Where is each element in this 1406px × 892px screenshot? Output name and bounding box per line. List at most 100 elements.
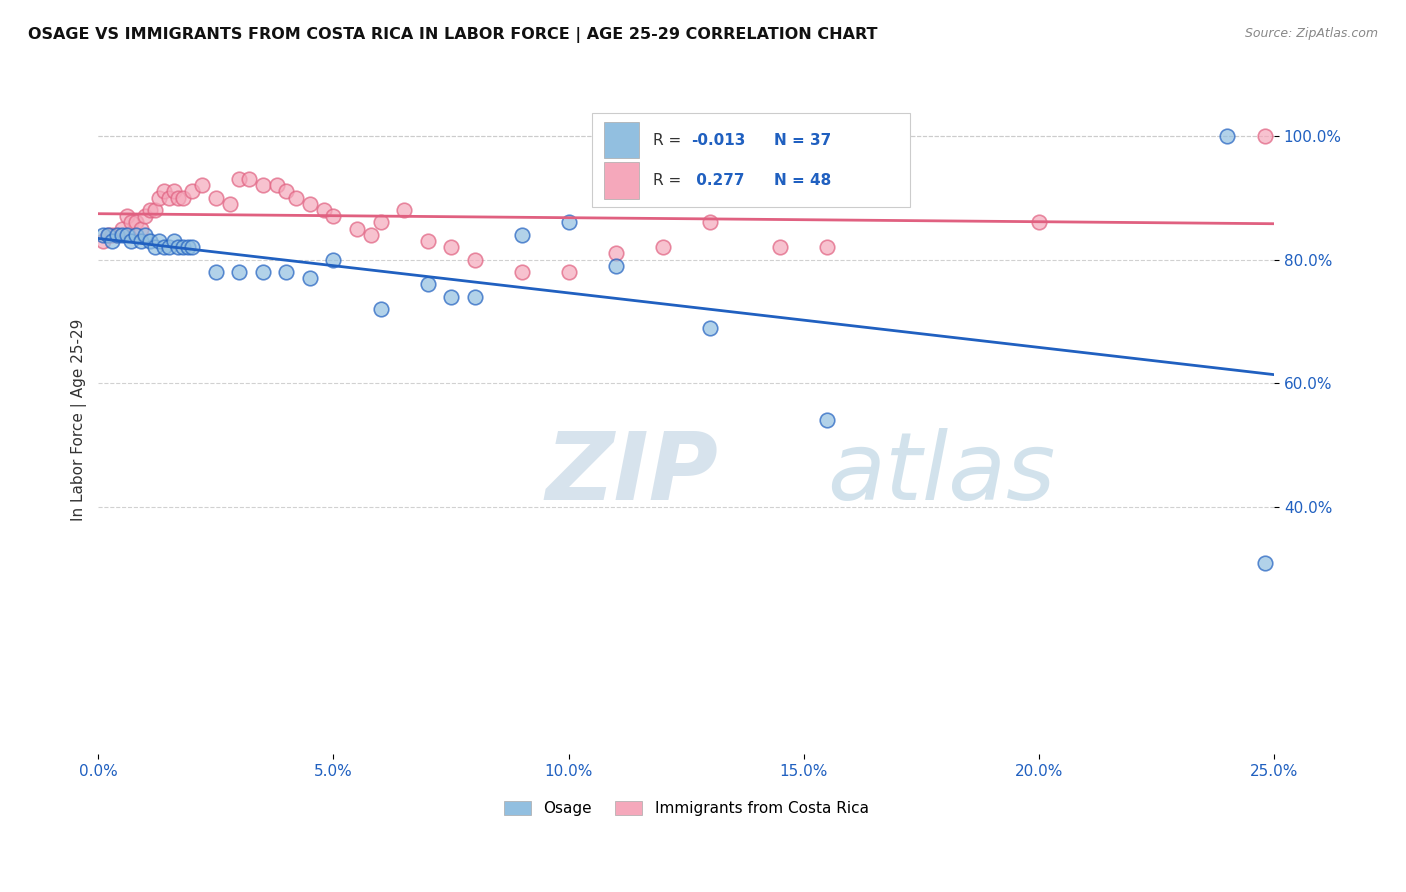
Text: Source: ZipAtlas.com: Source: ZipAtlas.com <box>1244 27 1378 40</box>
Point <box>440 240 463 254</box>
Point <box>651 240 673 254</box>
Point <box>416 234 439 248</box>
Point <box>219 197 242 211</box>
Point <box>346 221 368 235</box>
Point <box>392 202 415 217</box>
Point <box>148 234 170 248</box>
Point <box>120 215 142 229</box>
Point <box>143 202 166 217</box>
Point <box>172 191 194 205</box>
Point <box>105 227 128 242</box>
Point <box>238 172 260 186</box>
Point <box>815 240 838 254</box>
Point <box>440 290 463 304</box>
Text: N = 48: N = 48 <box>775 173 831 187</box>
Point <box>1253 128 1275 143</box>
Point <box>887 191 910 205</box>
Point <box>510 227 533 242</box>
Point <box>167 191 190 205</box>
Point <box>143 240 166 254</box>
Point <box>157 240 180 254</box>
Point <box>134 209 156 223</box>
Point <box>162 234 184 248</box>
Point <box>97 227 120 242</box>
Point <box>148 191 170 205</box>
Point <box>172 240 194 254</box>
Point <box>769 240 792 254</box>
Point <box>191 178 214 193</box>
Point <box>370 215 392 229</box>
Point <box>298 197 321 211</box>
Point <box>314 202 336 217</box>
Point <box>139 234 162 248</box>
Point <box>464 290 486 304</box>
Point <box>115 209 138 223</box>
Point <box>125 215 148 229</box>
Text: R =: R = <box>654 173 686 187</box>
Point <box>167 240 190 254</box>
Point <box>157 191 180 205</box>
Point <box>97 227 120 242</box>
Legend: Osage, Immigrants from Costa Rica: Osage, Immigrants from Costa Rica <box>498 796 875 822</box>
Text: ZIP: ZIP <box>546 427 718 520</box>
Point <box>111 227 134 242</box>
Point <box>699 320 721 334</box>
Point <box>699 215 721 229</box>
Point <box>162 185 184 199</box>
Point <box>416 277 439 292</box>
Point <box>205 265 228 279</box>
Point <box>120 234 142 248</box>
Point <box>129 221 152 235</box>
Point <box>101 234 124 248</box>
Point <box>360 227 382 242</box>
Point <box>1216 128 1239 143</box>
Point <box>322 252 344 267</box>
Point <box>605 259 627 273</box>
Text: atlas: atlas <box>827 428 1056 519</box>
Point <box>252 178 274 193</box>
Text: R =: R = <box>654 133 686 147</box>
Point <box>276 265 298 279</box>
Point <box>125 227 148 242</box>
Point <box>228 265 250 279</box>
Point <box>153 240 176 254</box>
Point <box>228 172 250 186</box>
Point <box>91 227 114 242</box>
Point <box>139 202 162 217</box>
Text: 0.277: 0.277 <box>690 173 744 187</box>
Point <box>464 252 486 267</box>
Point <box>298 271 321 285</box>
Point <box>101 227 124 242</box>
Point <box>557 265 579 279</box>
Point <box>177 240 200 254</box>
Point <box>276 185 298 199</box>
Point <box>605 246 627 260</box>
Point <box>322 209 344 223</box>
FancyBboxPatch shape <box>605 161 640 199</box>
FancyBboxPatch shape <box>605 121 640 159</box>
Point <box>91 234 114 248</box>
Point <box>1028 215 1050 229</box>
Text: N = 37: N = 37 <box>775 133 831 147</box>
Point <box>111 221 134 235</box>
Text: -0.013: -0.013 <box>690 133 745 147</box>
Point <box>129 234 152 248</box>
Point <box>370 301 392 316</box>
Point <box>181 185 204 199</box>
Point <box>1253 556 1275 570</box>
Point <box>510 265 533 279</box>
Point <box>284 191 307 205</box>
Point <box>134 227 156 242</box>
Point <box>815 413 838 427</box>
Point <box>266 178 288 193</box>
Point <box>181 240 204 254</box>
Point <box>115 227 138 242</box>
Y-axis label: In Labor Force | Age 25-29: In Labor Force | Age 25-29 <box>72 319 87 522</box>
Text: OSAGE VS IMMIGRANTS FROM COSTA RICA IN LABOR FORCE | AGE 25-29 CORRELATION CHART: OSAGE VS IMMIGRANTS FROM COSTA RICA IN L… <box>28 27 877 43</box>
Point <box>252 265 274 279</box>
Point <box>205 191 228 205</box>
FancyBboxPatch shape <box>592 113 910 207</box>
Point <box>557 215 579 229</box>
Point <box>105 227 128 242</box>
Point <box>153 185 176 199</box>
